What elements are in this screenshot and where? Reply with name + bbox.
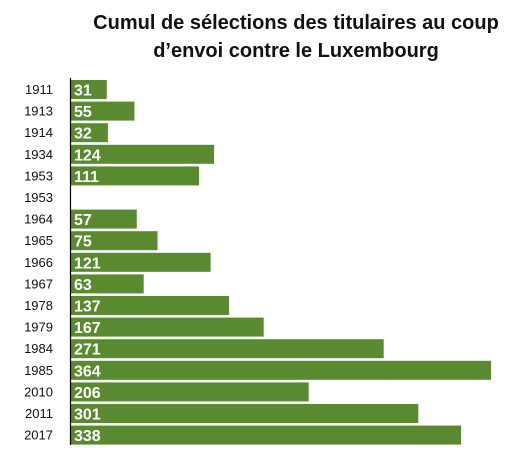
bar (71, 209, 137, 229)
y-tick-label: 1978 (24, 298, 53, 313)
y-tick-label: 1967 (24, 276, 53, 291)
bar-value-label: 55 (74, 104, 92, 121)
bar (71, 425, 461, 445)
y-tick-label: 1985 (24, 363, 53, 378)
bar-value-label: 63 (74, 277, 92, 294)
bar-value-label: 75 (74, 234, 92, 251)
bar (71, 404, 419, 423)
bar-value-label: 124 (74, 147, 101, 164)
bar-value-label: 301 (74, 407, 101, 424)
bar-value-label: 111 (74, 169, 99, 186)
y-tick-label: 1911 (25, 82, 53, 97)
bar (71, 252, 211, 272)
y-tick-label: 1914 (24, 125, 53, 140)
bar (71, 144, 215, 164)
bar (71, 123, 108, 143)
bar-value-label: 338 (74, 428, 101, 445)
y-tick-label: 2011 (25, 406, 53, 421)
y-tick-label: 1953 (24, 190, 53, 205)
bar-value-label: 31 (74, 83, 92, 100)
bar (71, 101, 135, 121)
chart-title-line-1: Cumul de sélections des titulaires au co… (93, 12, 499, 34)
y-tick-label: 1964 (24, 212, 53, 227)
y-tick-label: 1953 (24, 168, 53, 183)
bar (71, 317, 264, 337)
bar (71, 166, 200, 186)
y-tick-label: 1934 (24, 147, 53, 162)
bar-value-label: 57 (74, 212, 92, 229)
y-tick-label: 1966 (24, 255, 53, 270)
bar (71, 360, 491, 380)
y-tick-label: 1984 (24, 341, 53, 356)
chart-title-line-2: d’envoi contre le Luxembourg (153, 40, 439, 62)
y-tick-label: 2017 (24, 428, 53, 443)
y-tick-label: 1965 (24, 233, 53, 248)
bar-value-label: 271 (74, 342, 101, 359)
bar-value-label: 121 (74, 255, 101, 272)
y-tick-label: 1979 (24, 320, 53, 335)
bar-value-label: 364 (74, 363, 101, 380)
bar-value-label: 32 (74, 126, 92, 143)
bar (71, 382, 309, 402)
bar (71, 231, 158, 251)
bar (71, 80, 107, 99)
bar (71, 274, 144, 294)
bar-value-label: 206 (74, 385, 101, 402)
y-tick-label: 1913 (24, 104, 53, 119)
bar-group: 1911 31 1913 55 1914 32 1934 124 1953 111 1953 1964… (24, 80, 491, 445)
y-tick-label: 2010 (24, 384, 53, 399)
bar (71, 296, 230, 315)
bar-value-label: 137 (74, 299, 101, 316)
bar-value-label: 167 (74, 320, 101, 337)
bar (71, 339, 384, 359)
